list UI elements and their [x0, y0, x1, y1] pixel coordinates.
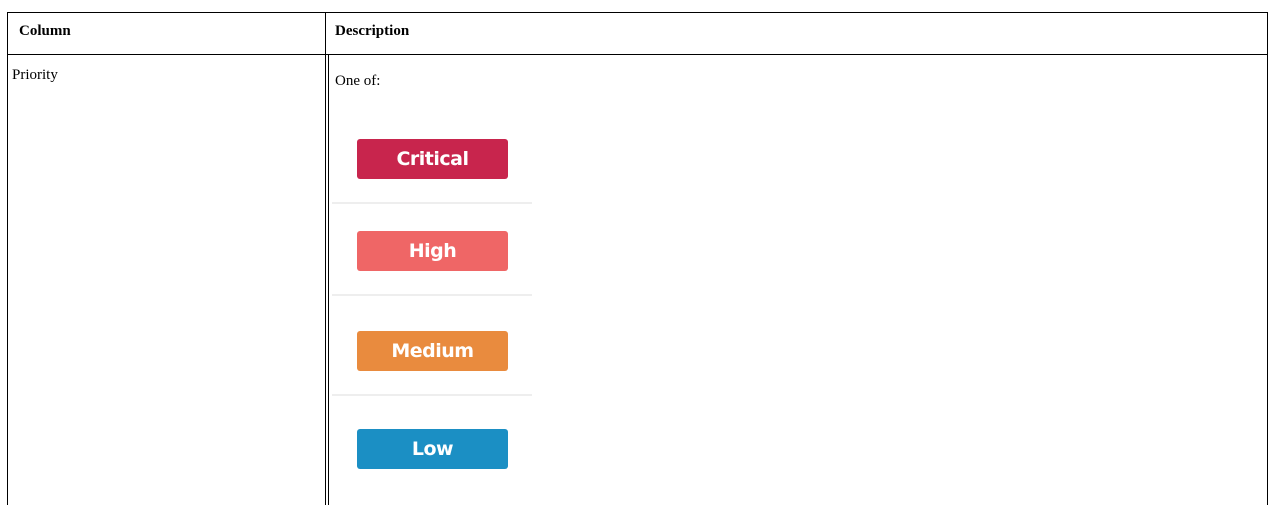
- separator: [332, 202, 532, 204]
- separator: [332, 294, 532, 296]
- priority-badge: High: [357, 231, 508, 271]
- priority-badge: Medium: [357, 331, 508, 371]
- header-cell: Description: [335, 23, 410, 39]
- cell: Priority: [12, 67, 58, 83]
- priority-badge: Low: [357, 429, 508, 469]
- priority-badge: Critical: [357, 139, 508, 179]
- column-divider: [325, 13, 326, 505]
- column-divider: [328, 55, 329, 505]
- header-row: [8, 13, 1267, 55]
- table: Column Description Priority One of: Crit…: [7, 12, 1268, 505]
- separator: [332, 394, 532, 396]
- header-cell: Column: [19, 23, 71, 39]
- cell: One of:: [335, 73, 381, 89]
